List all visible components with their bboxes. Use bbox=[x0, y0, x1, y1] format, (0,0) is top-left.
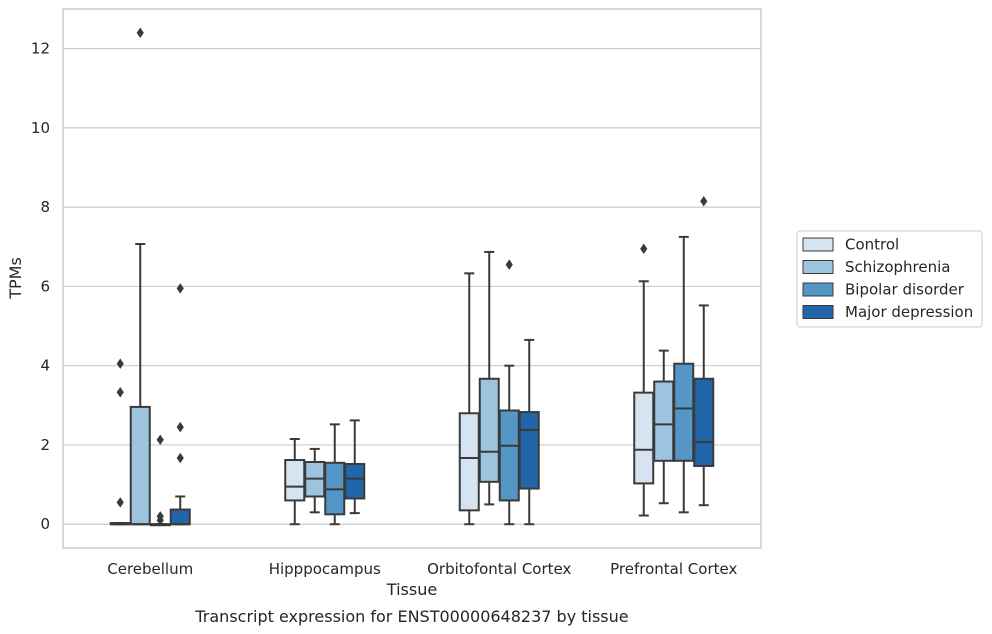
legend-label: Control bbox=[845, 236, 899, 254]
legend-label: Major depression bbox=[845, 303, 973, 321]
box-group bbox=[129, 27, 151, 526]
outlier-point bbox=[176, 283, 184, 294]
box-group bbox=[169, 283, 191, 526]
legend-swatch bbox=[802, 260, 834, 274]
outlier-point bbox=[116, 358, 124, 369]
legend: Control Schizophrenia Bipolar disorder Majo… bbox=[796, 230, 983, 328]
y-tick-label: 4 bbox=[40, 357, 50, 375]
outlier-point bbox=[136, 27, 144, 38]
box bbox=[498, 409, 520, 502]
box-group bbox=[633, 243, 655, 517]
legend-swatch bbox=[802, 237, 834, 252]
y-tick-label: 12 bbox=[31, 40, 50, 58]
box bbox=[478, 377, 500, 483]
y-tick-label: 10 bbox=[31, 119, 50, 137]
legend-label: Schizophrenia bbox=[845, 258, 950, 276]
outlier-point bbox=[116, 387, 124, 398]
box-group bbox=[149, 434, 171, 527]
box-group bbox=[693, 196, 715, 507]
legend-swatch bbox=[802, 305, 834, 319]
outlier-point bbox=[116, 497, 124, 508]
box-group bbox=[498, 259, 520, 526]
box bbox=[129, 405, 151, 526]
box-group bbox=[518, 338, 540, 526]
outlier-point bbox=[176, 452, 184, 464]
box bbox=[169, 508, 191, 526]
box bbox=[673, 362, 695, 462]
box-group bbox=[284, 438, 306, 526]
box-group bbox=[653, 349, 675, 505]
box-group bbox=[673, 235, 695, 514]
x-tick-label: Orbitofontal Cortex bbox=[427, 560, 571, 578]
box bbox=[344, 462, 366, 500]
x-tick-label: Cerebellum bbox=[107, 560, 193, 578]
outlier-point bbox=[176, 421, 184, 433]
box-group bbox=[458, 272, 480, 526]
y-tick-label: 8 bbox=[40, 198, 50, 216]
y-tick-label: 0 bbox=[40, 515, 50, 533]
outlier-point bbox=[156, 434, 164, 446]
outlier-point bbox=[640, 243, 648, 254]
legend-frame bbox=[796, 230, 983, 328]
box bbox=[284, 459, 306, 502]
box bbox=[653, 380, 675, 462]
chart-caption: Transcript expression for ENST0000064823… bbox=[194, 607, 628, 626]
box-group bbox=[344, 419, 366, 515]
outlier-point bbox=[156, 511, 164, 522]
box bbox=[633, 391, 655, 485]
y-tick-label: 6 bbox=[40, 277, 50, 295]
x-tick-label: Prefrontal Cortex bbox=[610, 560, 737, 578]
box bbox=[693, 377, 715, 467]
x-tick-label: Hipppocampus bbox=[269, 560, 381, 578]
plot-frame bbox=[62, 8, 762, 549]
legend-swatch bbox=[802, 282, 834, 297]
y-tick-label: 2 bbox=[40, 436, 50, 454]
box bbox=[458, 412, 480, 512]
legend-label: Bipolar disorder bbox=[845, 281, 965, 299]
box bbox=[518, 411, 540, 490]
x-axis-title: Tissue bbox=[386, 580, 437, 599]
outlier-point bbox=[700, 196, 708, 207]
y-axis-title: TPMs bbox=[6, 257, 25, 300]
box-group bbox=[324, 423, 346, 526]
outlier-point bbox=[505, 259, 513, 270]
